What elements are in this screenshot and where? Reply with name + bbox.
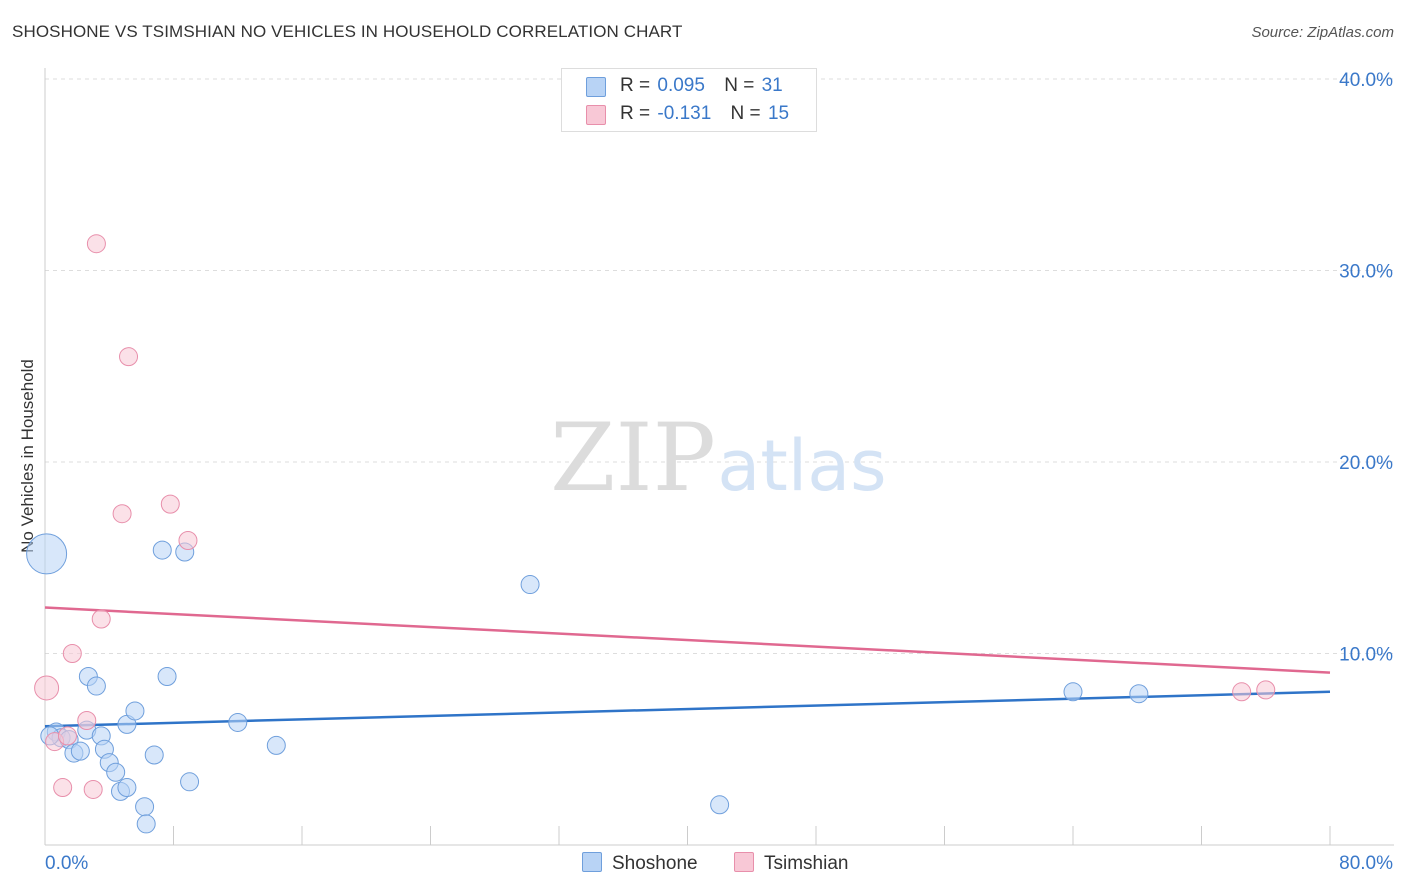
data-point-tsimshian [1256,680,1276,700]
data-point-shoshone [135,797,155,817]
data-point-shoshone [136,814,156,834]
data-point-shoshone [1129,684,1149,704]
data-point-shoshone [144,745,164,765]
legend-n-value: 15 [767,103,790,124]
data-point-shoshone [106,762,126,782]
legend-n-label: N = [724,75,755,96]
series-name-tsimshian: Tsimshian [764,853,849,874]
data-point-shoshone [86,676,106,696]
legend-r-label: R = [620,103,651,124]
data-point-tsimshian [83,779,103,799]
series-swatch-shoshone [582,852,602,872]
tick-labels: 10.0% 20.0% 30.0% 40.0% 0.0% 80.0% [45,70,1393,874]
series-legend-tsimshian: Tsimshian [734,852,848,875]
x-tick-label: 0.0% [45,853,88,874]
data-point-tsimshian [62,644,82,663]
stats-legend: R = 0.095 N = 31 R = -0.131 N = 15 [561,68,817,132]
data-point-shoshone [228,712,248,732]
data-point-shoshone [117,778,137,798]
source-label: Source: ZipAtlas.com [1251,24,1394,41]
x-tick-label: 80.0% [1339,853,1393,874]
series-legend-shoshone: Shoshone [582,852,698,875]
data-point-tsimshian [57,726,77,746]
data-point-tsimshian [1232,682,1252,702]
watermark-zip: ZIP [550,404,716,513]
legend-n-label: N = [730,103,761,124]
data-point-tsimshian [77,711,97,731]
series-swatch-tsimshian [734,852,754,872]
series-name-shoshone: Shoshone [612,853,698,874]
watermark: ZIP atlas [550,404,886,513]
data-point-tsimshian [160,494,180,514]
trend-lines [44,606,1331,728]
trend-line-shoshone [44,690,1331,728]
data-point-shoshone [266,735,286,755]
legend-text: R = -0.131 N = 15 [620,103,789,125]
data-point-shoshone [1063,682,1083,702]
legend-text: R = 0.095 N = 31 [620,75,783,97]
data-point-shoshone [125,701,145,721]
data-point-tsimshian [119,347,139,367]
legend-r-label: R = [620,75,651,96]
data-point-shoshone [157,666,177,686]
watermark-atlas: atlas [717,425,886,507]
y-tick-label: 20.0% [1339,453,1393,474]
legend-swatch-tsimshian [586,105,606,125]
y-tick-label: 10.0% [1339,645,1393,666]
data-point-shoshone [26,533,68,575]
legend-r-value: 0.095 [657,75,705,96]
data-point-tsimshian [53,778,73,798]
data-point-shoshone [152,540,172,560]
trend-line-tsimshian [44,606,1331,674]
data-point-tsimshian [112,504,132,524]
legend-swatch-shoshone [586,77,606,97]
legend-n-value: 31 [761,75,783,96]
legend-r-value: -0.131 [657,103,712,124]
data-point-shoshone [70,741,90,761]
y-tick-label: 40.0% [1339,70,1393,91]
data-point-tsimshian [91,609,111,629]
data-point-shoshone [710,795,730,815]
data-point-shoshone [520,575,540,595]
axes [44,68,1394,846]
gridlines [45,78,1394,654]
data-point-shoshone [180,772,200,792]
data-point-tsimshian [34,675,60,701]
data-points [26,234,1276,834]
data-point-tsimshian [178,531,198,551]
data-point-tsimshian [86,234,106,254]
y-tick-label: 30.0% [1339,262,1393,283]
chart-title: SHOSHONE VS TSIMSHIAN NO VEHICLES IN HOU… [12,22,683,41]
